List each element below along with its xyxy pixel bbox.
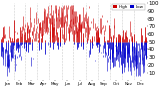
Legend: High, Low: High, Low (112, 4, 145, 10)
